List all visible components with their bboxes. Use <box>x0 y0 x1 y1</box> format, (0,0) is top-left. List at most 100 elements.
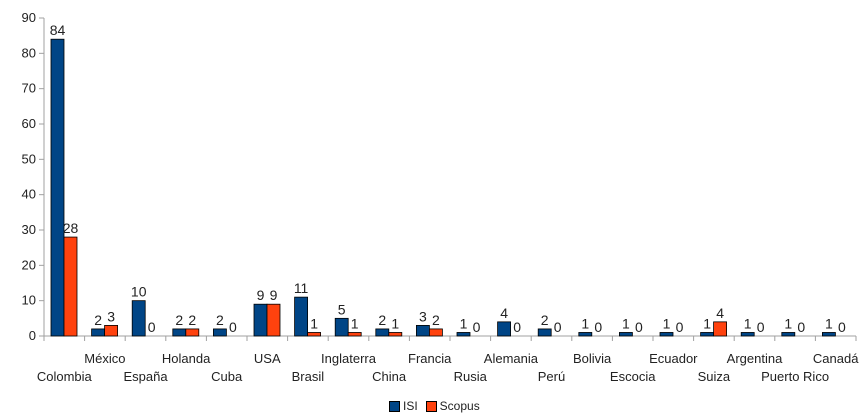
bar-label-scopus-9: 2 <box>432 312 440 328</box>
y-tick-label: 50 <box>22 151 36 166</box>
bar-label-scopus-2: 0 <box>148 319 156 335</box>
bar-label-isi-15: 1 <box>663 315 671 331</box>
category-label: Canadá <box>813 351 859 366</box>
category-label: México <box>84 351 125 366</box>
bar-isi-6 <box>294 296 309 337</box>
bar-isi-16 <box>700 332 714 337</box>
bar-label-isi-12: 2 <box>541 312 549 328</box>
bar-label-scopus-13: 0 <box>594 319 602 335</box>
legend-swatch-scopus <box>425 400 437 412</box>
bar-isi-10 <box>456 332 471 337</box>
category-label: Puerto Rico <box>761 369 829 384</box>
bar-label-isi-9: 3 <box>419 308 427 324</box>
category-label: Escocia <box>610 369 656 384</box>
bar-label-isi-5: 9 <box>257 287 265 303</box>
bar-isi-0 <box>50 38 65 337</box>
category-label: Suiza <box>698 369 731 384</box>
y-tick-label: 30 <box>22 222 36 237</box>
category-label: Bolivia <box>573 351 612 366</box>
bar-label-scopus-7: 1 <box>351 315 359 331</box>
bar-label-scopus-15: 0 <box>676 319 684 335</box>
bar-isi-13 <box>578 332 593 337</box>
bar-label-isi-7: 5 <box>338 301 346 317</box>
bar-label-scopus-6: 1 <box>310 315 318 331</box>
y-tick-label: 10 <box>22 293 36 308</box>
y-tick-label: 0 <box>29 328 36 343</box>
bar-label-scopus-0: 28 <box>63 220 79 236</box>
category-label: Cuba <box>211 369 243 384</box>
bar-label-isi-17: 1 <box>744 315 752 331</box>
bar-isi-7 <box>334 317 349 337</box>
bar-scopus-0 <box>63 236 78 337</box>
bar-label-scopus-14: 0 <box>635 319 643 335</box>
category-label: Colombia <box>37 369 93 384</box>
bar-label-scopus-19: 0 <box>838 319 846 335</box>
bar-isi-15 <box>659 332 674 337</box>
bar-label-scopus-1: 3 <box>107 308 115 324</box>
bar-label-isi-8: 2 <box>378 312 386 328</box>
bar-label-isi-3: 2 <box>175 312 183 328</box>
category-label: Perú <box>538 369 565 384</box>
category-label: Inglaterra <box>321 351 377 366</box>
bar-label-scopus-16: 4 <box>716 305 724 321</box>
bar-scopus-6 <box>307 332 322 337</box>
bar-scopus-9 <box>428 328 443 337</box>
category-label: España <box>123 369 168 384</box>
category-label: Holanda <box>162 351 211 366</box>
category-label: Rusia <box>454 369 488 384</box>
bar-label-isi-16: 1 <box>703 315 711 331</box>
legend-item-scopus: Scopus <box>425 399 480 413</box>
bar-isi-12 <box>537 328 552 337</box>
legend-label-isi: ISI <box>403 399 418 413</box>
bar-label-isi-13: 1 <box>581 315 589 331</box>
legend-label-scopus: Scopus <box>439 399 480 413</box>
category-label: Argentina <box>727 351 783 366</box>
legend-item-isi: ISI <box>389 399 418 413</box>
bar-label-isi-6: 11 <box>294 280 309 296</box>
category-label: Francia <box>408 351 452 366</box>
y-tick-label: 40 <box>22 187 36 202</box>
y-tick-label: 60 <box>22 116 36 131</box>
bar-isi-19 <box>822 332 836 337</box>
category-label: Brasil <box>292 369 325 384</box>
bar-isi-9 <box>415 324 430 337</box>
bar-label-scopus-11: 0 <box>513 319 521 335</box>
y-tick-label: 20 <box>22 257 36 272</box>
bar-label-isi-11: 4 <box>500 305 508 321</box>
bar-isi-3 <box>172 328 187 337</box>
bar-label-isi-4: 2 <box>216 312 224 328</box>
bar-isi-14 <box>619 332 633 337</box>
bar-label-scopus-4: 0 <box>229 319 237 335</box>
bar-scopus-1 <box>104 324 118 337</box>
category-label: USA <box>254 351 281 366</box>
bar-scopus-8 <box>388 332 403 337</box>
legend-swatch-isi <box>389 400 400 412</box>
bar-isi-1 <box>91 328 105 337</box>
bar-label-isi-1: 2 <box>94 312 102 328</box>
bar-scopus-3 <box>185 328 200 337</box>
y-axis: 0 10 20 30 40 50 60 70 80 90 <box>22 10 45 343</box>
bar-isi-4 <box>212 328 227 337</box>
bar-label-scopus-3: 2 <box>188 312 196 328</box>
bars <box>50 38 836 337</box>
bar-scopus-5 <box>266 303 281 337</box>
bar-isi-2 <box>131 300 146 337</box>
category-label: China <box>372 369 407 384</box>
bar-label-scopus-18: 0 <box>797 319 805 335</box>
bar-label-isi-18: 1 <box>784 315 792 331</box>
bar-label-isi-14: 1 <box>622 315 630 331</box>
bar-label-scopus-8: 1 <box>391 315 399 331</box>
bar-label-isi-19: 1 <box>825 315 833 331</box>
legend: ISI Scopus <box>389 399 488 413</box>
bar-scopus-16 <box>713 321 727 337</box>
bar-label-isi-0: 84 <box>50 22 66 38</box>
bar-isi-11 <box>497 321 512 337</box>
bar-label-scopus-10: 0 <box>473 319 481 335</box>
category-label: Alemania <box>484 351 539 366</box>
x-axis <box>43 335 857 341</box>
y-tick-label: 70 <box>22 81 36 96</box>
bar-isi-8 <box>375 328 390 337</box>
